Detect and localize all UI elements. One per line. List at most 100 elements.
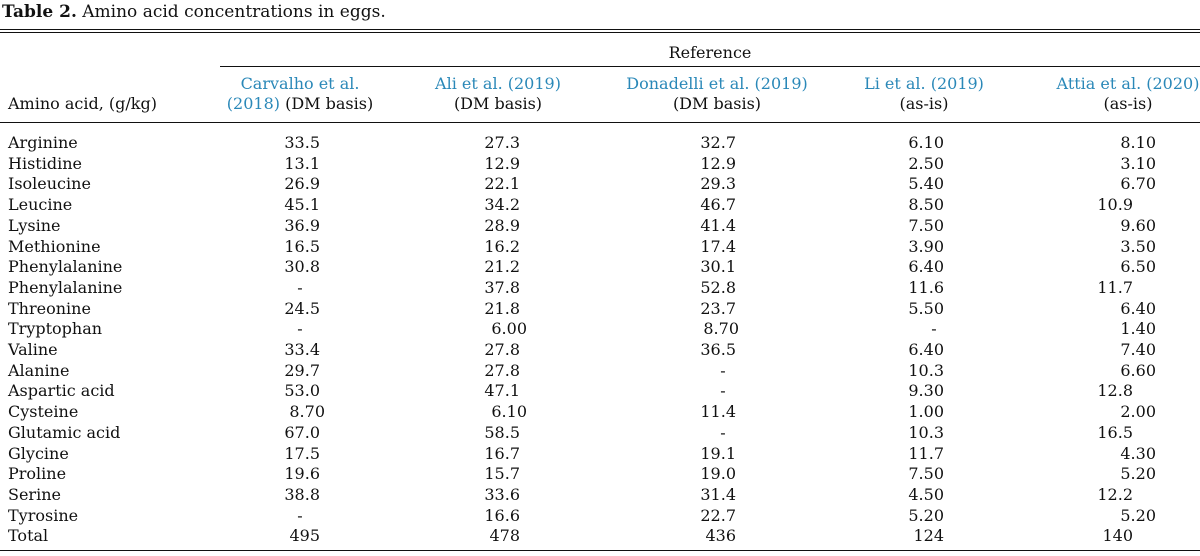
- column-header-1-line2: (2018) (DM basis): [190, 94, 410, 114]
- table-cell: 15.7: [484, 464, 520, 484]
- table-cell: 12.2: [1097, 484, 1133, 504]
- table-cell: -: [720, 381, 726, 401]
- table-cell: 30.1: [700, 257, 736, 277]
- table-cell: 29.3: [700, 174, 736, 194]
- table-cell: 52.8: [700, 277, 736, 297]
- table-cell: 8.70: [289, 402, 325, 422]
- table-cell: 27.3: [484, 133, 520, 152]
- table-cell: 7.50: [908, 464, 944, 484]
- column-header-1-line1[interactable]: Carvalho et al.: [240, 74, 360, 93]
- table-cell: 38.8: [284, 484, 320, 504]
- table-cell: 22.7: [700, 505, 736, 525]
- table-cell: 12.9: [484, 153, 520, 173]
- table-cell: -: [931, 319, 937, 339]
- table-cell: 19.1: [700, 443, 736, 463]
- table-cell: 3.50: [1120, 236, 1156, 256]
- row-label: Leucine: [8, 195, 73, 215]
- table-cell: 3.10: [1120, 153, 1156, 173]
- row-label: Phenylalanine: [8, 257, 123, 277]
- table-cell: 45.1: [284, 195, 320, 215]
- table-cell: 6.70: [1120, 174, 1156, 194]
- table-cell: 5.20: [1120, 464, 1156, 484]
- table-cell: 41.4: [700, 215, 736, 235]
- row-label: Tyrosine: [8, 505, 79, 525]
- table-cell: 33.6: [484, 484, 520, 504]
- column-header-3-basis: (DM basis): [672, 94, 762, 113]
- table-cell: 17.4: [700, 236, 736, 256]
- table-cell: -: [720, 422, 726, 442]
- table-cell: 26.9: [284, 174, 320, 194]
- table-cell: 5.20: [1120, 505, 1156, 525]
- reference-rule: [220, 66, 1200, 67]
- column-header-4-line1[interactable]: Li et al. (2019): [864, 74, 984, 93]
- header-rule: [0, 122, 1200, 123]
- table-cell: 36.9: [284, 215, 320, 235]
- table-cell: 140: [1102, 526, 1133, 546]
- reference-header: Reference: [668, 43, 752, 62]
- caption-text: Amino acid concentrations in eggs.: [76, 2, 386, 22]
- table-cell: 6.40: [908, 340, 944, 359]
- row-label: Proline: [8, 464, 67, 484]
- table-cell: 21.2: [484, 257, 520, 277]
- bottom-rule: [0, 550, 1200, 551]
- row-label: Alanine: [8, 360, 70, 380]
- caption-label: Table 2.: [2, 2, 77, 22]
- table-caption: Table 2. Amino acid concentrations in eg…: [2, 2, 386, 22]
- row-label: Cysteine: [8, 402, 79, 422]
- column-header-2-line1[interactable]: Ali et al. (2019): [435, 74, 561, 93]
- table-cell: 4.30: [1120, 443, 1156, 463]
- table-cell: 11.4: [700, 402, 736, 422]
- table-cell: 46.7: [700, 195, 736, 215]
- table-cell: 37.8: [484, 277, 520, 297]
- table-cell: 6.60: [1120, 360, 1156, 380]
- table-cell: 10.3: [908, 422, 944, 442]
- row-label: Isoleucine: [8, 174, 91, 194]
- row-label: Tryptophan: [8, 319, 103, 339]
- table-cell: 7.50: [908, 215, 944, 235]
- table-cell: 17.5: [284, 443, 320, 463]
- table-cell: 5.40: [908, 174, 944, 194]
- column-header-4-basis: (as-is): [899, 94, 949, 113]
- table-cell: 16.5: [1097, 422, 1133, 442]
- table-cell: 495: [289, 526, 320, 546]
- table-cell: 2.00: [1120, 402, 1156, 422]
- table-cell: 16.7: [484, 443, 520, 463]
- table-cell: 22.1: [484, 174, 520, 194]
- table-cell: 27.8: [484, 340, 520, 359]
- column-header-3-line1[interactable]: Donadelli et al. (2019): [626, 74, 808, 93]
- table-cell: 16.2: [484, 236, 520, 256]
- table-cell: 2.50: [908, 153, 944, 173]
- column-header-5-line2: (as-is): [1018, 94, 1200, 114]
- table-cell: -: [720, 360, 726, 380]
- top-rule: [0, 29, 1200, 30]
- table-cell: 16.6: [484, 505, 520, 525]
- table-cell: 1.00: [908, 402, 944, 422]
- table-cell: 32.7: [700, 133, 736, 152]
- table-cell: 27.8: [484, 360, 520, 380]
- row-header: Amino acid, (g/kg): [8, 94, 157, 113]
- row-label: Serine: [8, 484, 61, 504]
- table-cell: 124: [913, 526, 944, 546]
- table-cell: 19.0: [700, 464, 736, 484]
- table-cell: -: [297, 319, 303, 339]
- column-header-1-year-link[interactable]: (2018): [226, 94, 280, 113]
- table-cell: 29.7: [284, 360, 320, 380]
- column-header-4-line2: (as-is): [814, 94, 1034, 114]
- table-cell: 13.1: [284, 153, 320, 173]
- table-cell: -: [297, 505, 303, 525]
- table-cell: 11.7: [908, 443, 944, 463]
- table-cell: 6.00: [491, 319, 527, 339]
- table-cell: 58.5: [484, 422, 520, 442]
- table-cell: 8.70: [703, 319, 739, 339]
- table-cell: 6.10: [908, 133, 944, 152]
- column-header-5-line1[interactable]: Attia et al. (2020): [1056, 74, 1200, 93]
- top-rule-2: [0, 32, 1200, 33]
- column-header-2-line2: (DM basis): [388, 94, 608, 114]
- table-cell: 1.40: [1120, 319, 1156, 339]
- table-cell: 30.8: [284, 257, 320, 277]
- row-label: Methionine: [8, 236, 101, 256]
- row-label: Total: [8, 526, 49, 546]
- row-label: Phenylalanine: [8, 277, 123, 297]
- column-header-2-basis: (DM basis): [453, 94, 543, 113]
- table-cell: 6.40: [908, 257, 944, 277]
